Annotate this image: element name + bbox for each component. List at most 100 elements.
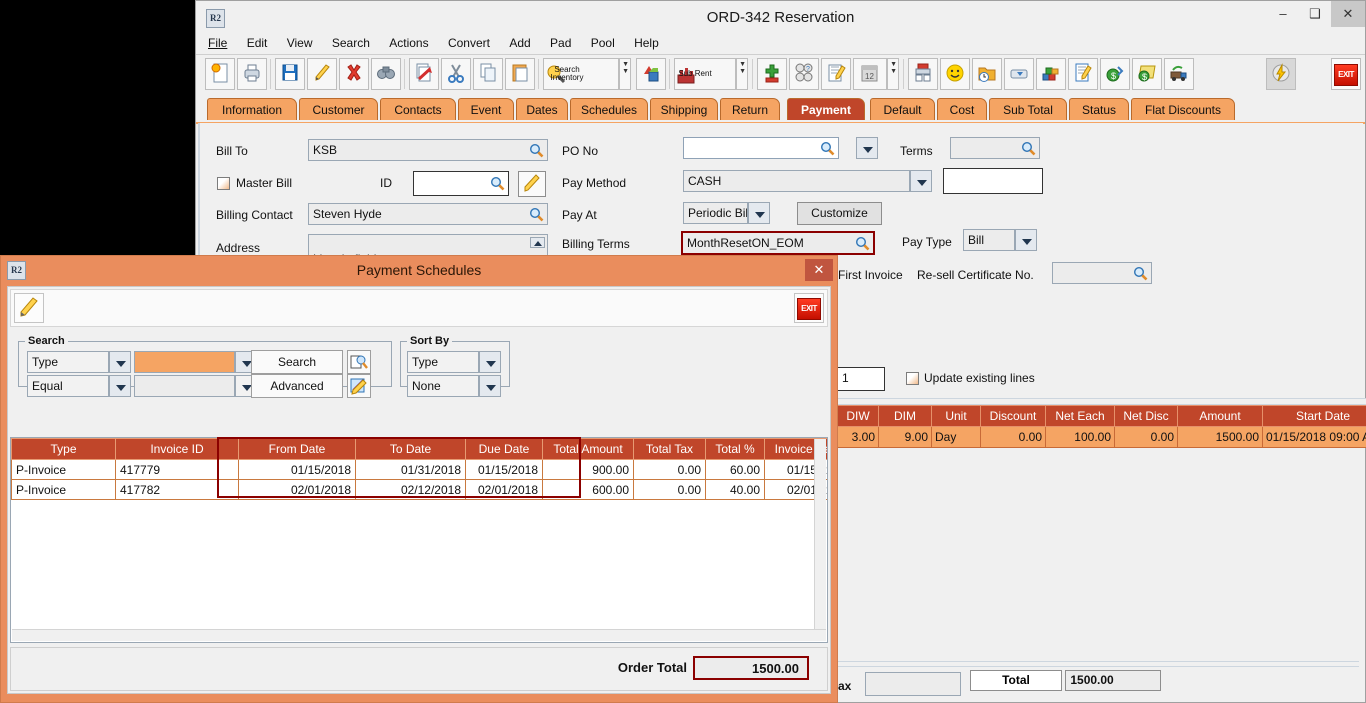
id-input[interactable] (413, 171, 509, 196)
tab-cost[interactable]: Cost (937, 98, 987, 120)
tab-payment[interactable]: Payment (787, 98, 865, 120)
search-icon[interactable] (490, 176, 505, 191)
col-from-date[interactable]: From Date (238, 438, 356, 460)
keyboard-icon[interactable] (1004, 58, 1034, 90)
search-field-select[interactable]: Type (27, 351, 109, 373)
search-icon[interactable] (529, 143, 544, 158)
quantity-input[interactable]: 1 (837, 367, 885, 391)
search-icon[interactable] (820, 141, 835, 156)
search-icon[interactable] (529, 207, 544, 222)
lightning-icon[interactable] (1266, 58, 1296, 90)
menu-item-search[interactable]: Search (331, 36, 370, 50)
col-invoice-date[interactable]: Invoice Date (764, 438, 827, 460)
search-icon[interactable] (1133, 266, 1148, 281)
pay-at-select[interactable]: Periodic Bill... (683, 202, 748, 224)
col-net-each[interactable]: Net Each (1045, 405, 1115, 427)
billing-contact-input[interactable]: Steven Hyde (308, 203, 548, 225)
col-net-disc[interactable]: Net Disc (1114, 405, 1178, 427)
col-unit[interactable]: Unit (931, 405, 981, 427)
pay-type-dropdown[interactable] (1015, 229, 1037, 251)
payment-forward-icon[interactable]: $ (1100, 58, 1130, 90)
sort-primary-dropdown[interactable] (479, 351, 501, 373)
col-to-date[interactable]: To Date (355, 438, 466, 460)
col-amount[interactable]: Amount (1177, 405, 1263, 427)
sub-rent-dropdown[interactable]: ▼ ▼ (736, 58, 748, 90)
col-dim[interactable]: DIM (878, 405, 932, 427)
col-total-pct[interactable]: Total % (705, 438, 765, 460)
advanced-button[interactable]: Advanced (251, 374, 343, 398)
edit-list-icon[interactable] (1068, 58, 1098, 90)
maximize-button[interactable]: ❑ (1309, 6, 1321, 21)
po-no-dropdown[interactable] (856, 137, 878, 159)
add-remove-icon[interactable] (757, 58, 787, 90)
tab-event[interactable]: Event (458, 98, 514, 120)
cut-icon[interactable] (441, 58, 471, 90)
col-total-amount[interactable]: Total Amount (542, 438, 634, 460)
table-row[interactable]: 3.00 9.00 Day 0.00 100.00 0.00 1500.00 0… (837, 426, 1366, 448)
print-icon[interactable] (237, 58, 267, 90)
delete-icon[interactable] (339, 58, 369, 90)
address-scroll-up[interactable] (530, 237, 545, 248)
new-icon[interactable] (205, 58, 235, 90)
exit-button[interactable]: EXIT (1331, 58, 1361, 90)
tab-shipping[interactable]: Shipping (650, 98, 718, 120)
menu-item-actions[interactable]: Actions (389, 36, 429, 50)
tab-default[interactable]: Default (870, 98, 935, 120)
grid-vertical-scrollbar[interactable] (814, 439, 826, 641)
tab-contacts[interactable]: Contacts (380, 98, 456, 120)
folder-clock-icon[interactable] (972, 58, 1002, 90)
menu-item-edit[interactable]: Edit (246, 36, 268, 50)
tab-status[interactable]: Status (1069, 98, 1129, 120)
sort-secondary-select[interactable]: None (407, 375, 479, 397)
pay-method-select[interactable]: CASH (683, 170, 910, 192)
master-bill-checkbox[interactable] (217, 177, 230, 190)
po-no-input[interactable] (683, 137, 839, 159)
update-existing-lines-checkbox[interactable] (906, 372, 919, 385)
save-icon[interactable] (275, 58, 305, 90)
advanced-search-icon[interactable] (347, 374, 371, 398)
pay-method-dropdown[interactable] (910, 170, 932, 192)
col-type[interactable]: Type (11, 438, 116, 460)
warehouse-icon[interactable] (1036, 58, 1066, 90)
edit-pencil-icon[interactable] (307, 58, 337, 90)
bill-to-input[interactable]: KSB (308, 139, 548, 161)
dialog-exit-button[interactable]: EXIT (794, 293, 824, 323)
menu-item-add[interactable]: Add (509, 36, 531, 50)
tab-information[interactable]: Information (207, 98, 297, 120)
close-button[interactable]: ✕ (1331, 1, 1365, 27)
reports-icon[interactable] (908, 58, 938, 90)
binoculars-icon[interactable] (371, 58, 401, 90)
inventory-cube-icon[interactable] (636, 58, 666, 90)
dialog-close-button[interactable]: ✕ (805, 259, 833, 281)
id-edit-button[interactable] (518, 171, 546, 197)
col-diw[interactable]: DIW (837, 405, 879, 427)
post-document-icon[interactable] (409, 58, 439, 90)
smiley-icon[interactable] (940, 58, 970, 90)
crew-icon[interactable]: ? (789, 58, 819, 90)
search-inventory-icon[interactable]: Search Inventory (543, 58, 619, 90)
tab-flat-discounts[interactable]: Flat Discounts (1131, 98, 1235, 120)
truck-return-icon[interactable] (1164, 58, 1194, 90)
col-discount[interactable]: Discount (980, 405, 1046, 427)
menu-item-file[interactable]: File (208, 36, 228, 50)
paste-icon[interactable] (505, 58, 535, 90)
sort-secondary-dropdown[interactable] (479, 375, 501, 397)
menu-item-help[interactable]: Help (634, 36, 659, 50)
copy-icon[interactable] (473, 58, 503, 90)
menu-item-convert[interactable]: Convert (447, 36, 490, 50)
search-operator-select[interactable]: Equal (27, 375, 109, 397)
search-icon[interactable] (1021, 141, 1036, 156)
menu-item-view[interactable]: View (286, 36, 313, 50)
sub-rent-icon[interactable]: Sub Rent (674, 58, 736, 90)
terms-input[interactable] (950, 137, 1040, 159)
terms-extra-input[interactable] (943, 168, 1043, 194)
tab-schedules[interactable]: Schedules (570, 98, 648, 120)
table-row[interactable]: P-Invoice 417779 01/15/2018 01/31/2018 0… (11, 459, 827, 480)
tab-sub-total[interactable]: Sub Total (989, 98, 1067, 120)
sort-primary-select[interactable]: Type (407, 351, 479, 373)
pay-at-dropdown[interactable] (748, 202, 770, 224)
customize-button[interactable]: Customize (797, 202, 882, 225)
search-icon[interactable] (855, 236, 870, 251)
tax-input[interactable] (865, 672, 961, 696)
grid-horizontal-scrollbar[interactable] (12, 629, 826, 641)
